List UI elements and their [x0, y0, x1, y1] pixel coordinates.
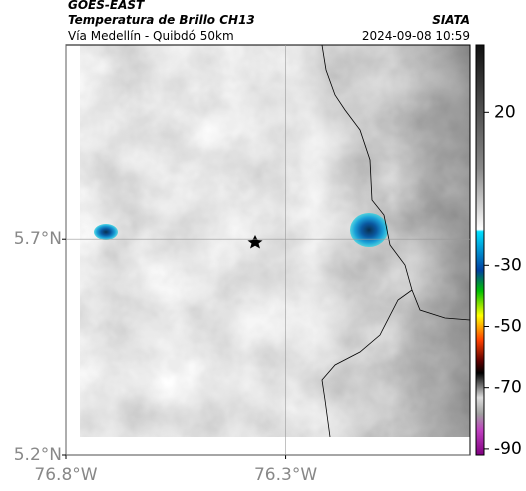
colorbar-tick-label: -90 — [494, 439, 522, 459]
y-tick-label: 5.2°N — [14, 445, 62, 465]
colorbar-tick-label: -50 — [494, 316, 522, 336]
satellite: GOES-EAST — [68, 0, 145, 12]
source: SIATA — [432, 13, 470, 27]
product: Temperatura de Brillo CH13 — [68, 13, 255, 27]
region: Vía Medellín - Quibdó 50km — [68, 29, 234, 43]
y-tick-label: 5.7°N — [14, 229, 62, 249]
colorbar-tick-label: 20 — [494, 102, 516, 122]
x-tick-label: 76.3°W — [254, 465, 317, 485]
colorbar — [475, 44, 485, 456]
satellite-image — [80, 45, 470, 437]
x-tick-label: 76.8°W — [34, 465, 97, 485]
datetime: 2024-09-08 10:59 — [362, 29, 470, 43]
colorbar-tick-label: -70 — [494, 378, 522, 398]
colorbar-tick-label: -30 — [494, 255, 522, 275]
